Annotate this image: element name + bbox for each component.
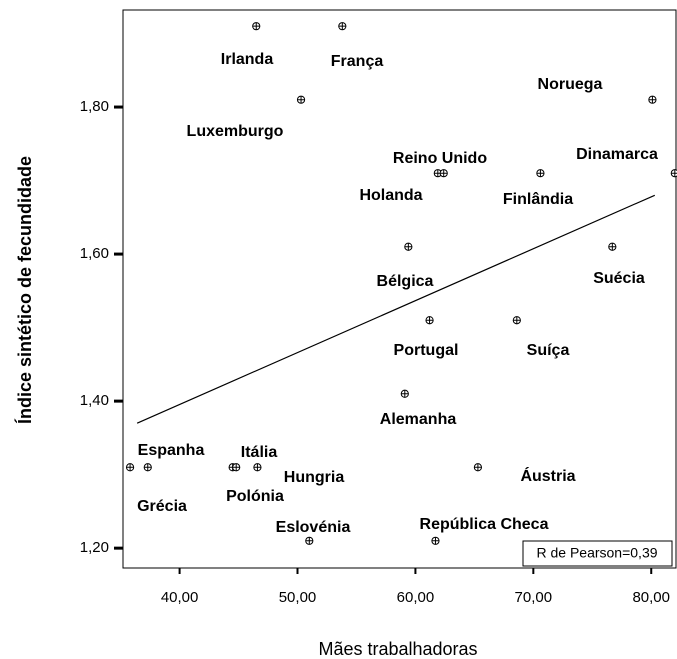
y-tick-label: 1,20 (80, 539, 109, 556)
point-label: Irlanda (221, 51, 274, 68)
point (296, 95, 306, 104)
point (431, 536, 440, 545)
marker-cross (536, 169, 545, 177)
point (425, 316, 434, 325)
point-label: Alemanha (380, 411, 457, 428)
point-label: República Checa (420, 516, 549, 533)
point-label: Eslovénia (276, 519, 351, 536)
marker-cross (297, 96, 305, 104)
fit-line (136, 194, 656, 424)
point (433, 169, 442, 178)
point-label: Áustria (520, 466, 575, 485)
point-label: Dinamarca (576, 146, 658, 163)
annotation: R de Pearson=0,39 (536, 545, 657, 561)
point (439, 169, 448, 178)
marker-cross (252, 22, 260, 30)
point-label: Noruega (538, 76, 603, 93)
marker-cross (401, 390, 409, 398)
y-tick-label: 1,80 (80, 98, 109, 115)
point (512, 316, 521, 325)
point (648, 95, 657, 104)
x-axis-label: Mães trabalhadoras (318, 639, 477, 659)
point (125, 463, 135, 472)
point (338, 22, 347, 31)
point-label: Itália (241, 444, 278, 461)
point-label: Polónia (226, 488, 284, 505)
x-tick-label: 60,00 (397, 589, 435, 606)
point-label: Suíça (527, 342, 570, 359)
point-label: Espanha (138, 442, 205, 459)
point-label: Grécia (137, 498, 187, 515)
y-tick-label: 1,40 (80, 392, 109, 409)
marker-cross (144, 463, 152, 471)
x-tick-label: 50,00 (279, 589, 317, 606)
point (473, 463, 483, 472)
point-label: Finlândia (503, 191, 573, 208)
x-tick-label: 70,00 (515, 589, 553, 606)
annotation-box (522, 540, 673, 567)
plot-frame (122, 9, 677, 569)
marker-cross (431, 537, 440, 545)
point (400, 389, 409, 398)
marker-cross (474, 463, 482, 471)
point (608, 242, 617, 251)
point-label: Holanda (359, 187, 422, 204)
marker-cross (425, 316, 434, 324)
marker-cross (513, 316, 521, 324)
point (305, 536, 314, 545)
marker-cross (404, 243, 412, 251)
point-label: França (331, 53, 384, 70)
point-label: Portugal (394, 342, 459, 359)
y-tick-label: 1,60 (80, 245, 109, 262)
x-tick-label: 40,00 (161, 589, 199, 606)
point (670, 169, 677, 178)
point (143, 463, 152, 472)
point (404, 242, 413, 251)
x-tick-label: 80,00 (632, 589, 670, 606)
marker-cross (671, 169, 677, 177)
marker-cross (648, 96, 657, 104)
marker-cross (232, 463, 240, 471)
point-label: Suécia (593, 270, 645, 287)
marker-cross (126, 463, 134, 471)
marker-cross (338, 22, 346, 30)
point-label: Bélgica (377, 273, 434, 290)
point-label: Reino Unido (393, 150, 487, 167)
marker-cross (305, 537, 313, 545)
marker-cross (608, 243, 616, 251)
y-axis-label: Índice sintético de fecundidade (14, 156, 35, 424)
point (232, 463, 241, 472)
point (252, 22, 261, 31)
point-label: Hungria (284, 469, 345, 486)
point-label: Luxemburgo (187, 123, 284, 140)
point (253, 463, 262, 472)
point (536, 169, 545, 178)
marker-cross (440, 169, 448, 177)
marker-cross (253, 463, 262, 471)
